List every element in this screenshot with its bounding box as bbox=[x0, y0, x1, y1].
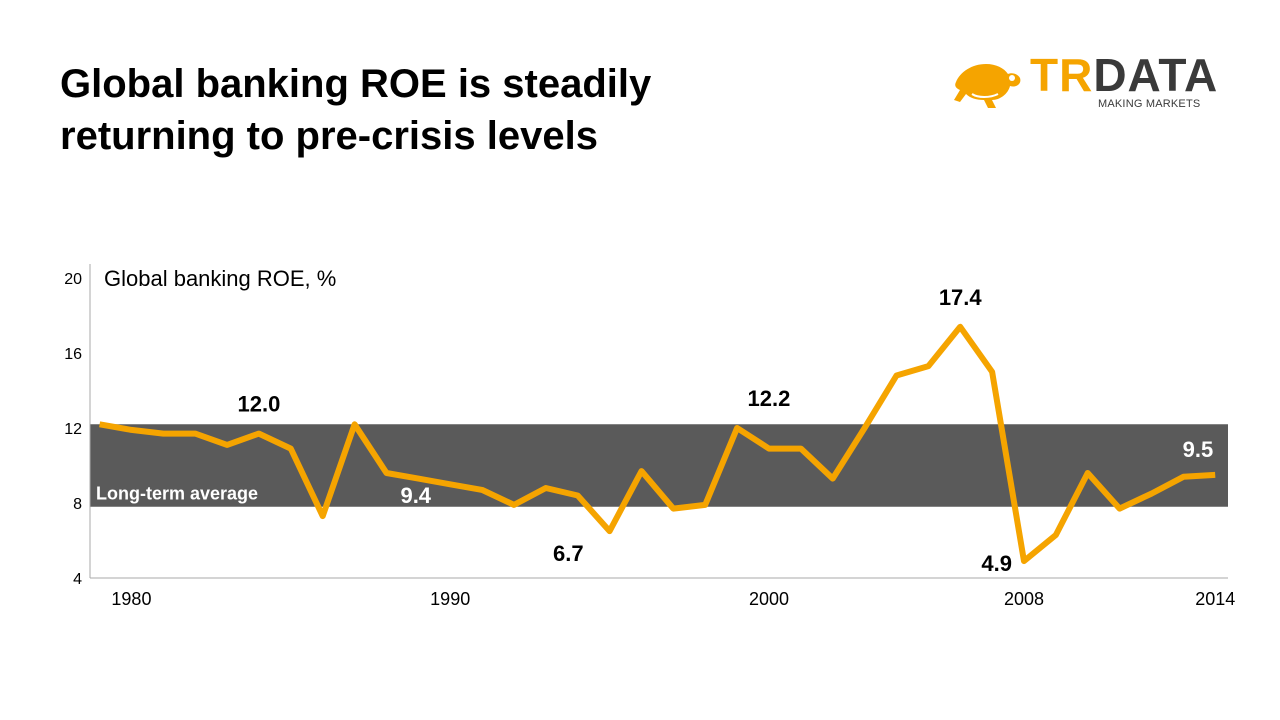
logo-wordmark: TRDATA bbox=[1030, 52, 1218, 98]
brand-logo: TRDATA MAKING MARKETS bbox=[950, 52, 1240, 116]
y-tick-label: 20 bbox=[64, 271, 82, 288]
logo-tr: TR bbox=[1030, 49, 1094, 101]
title-line-2: returning to pre-crisis levels bbox=[60, 114, 598, 158]
data-labels: 12.0 9.4 6.7 12.2 17.4 4.9 9.5 bbox=[238, 285, 1214, 576]
logo-data: DATA bbox=[1093, 49, 1219, 101]
band-label: Long-term average bbox=[96, 484, 258, 504]
y-tick-labels: 4 8 12 16 20 bbox=[64, 271, 82, 588]
y-tick-label: 16 bbox=[64, 346, 82, 363]
x-tick-label: 1980 bbox=[111, 589, 151, 609]
data-label: 12.0 bbox=[238, 392, 281, 417]
data-label: 17.4 bbox=[939, 285, 983, 310]
data-label: 12.2 bbox=[748, 386, 791, 411]
chart-title: Global banking ROE, % bbox=[104, 266, 336, 291]
x-tick-label: 2008 bbox=[1004, 589, 1044, 609]
data-label: 4.9 bbox=[981, 551, 1012, 576]
x-tick-labels: 1980 1990 2000 2008 2014 bbox=[111, 589, 1235, 609]
logo-tagline: MAKING MARKETS bbox=[1098, 98, 1201, 110]
data-label: 6.7 bbox=[553, 541, 584, 566]
x-tick-label: 2000 bbox=[749, 589, 789, 609]
y-tick-label: 12 bbox=[64, 421, 82, 438]
y-tick-label: 4 bbox=[73, 571, 82, 588]
title-line-1: Global banking ROE is steadily bbox=[60, 62, 652, 106]
frog-icon bbox=[954, 64, 1021, 108]
x-tick-label: 2014 bbox=[1195, 589, 1235, 609]
y-tick-label: 8 bbox=[73, 496, 82, 513]
roe-series-line bbox=[99, 323, 1216, 565]
page-title: Global banking ROE is steadily returning… bbox=[60, 58, 860, 162]
x-tick-label: 1990 bbox=[430, 589, 470, 609]
data-label: 9.5 bbox=[1183, 437, 1214, 462]
data-label: 9.4 bbox=[400, 483, 431, 508]
